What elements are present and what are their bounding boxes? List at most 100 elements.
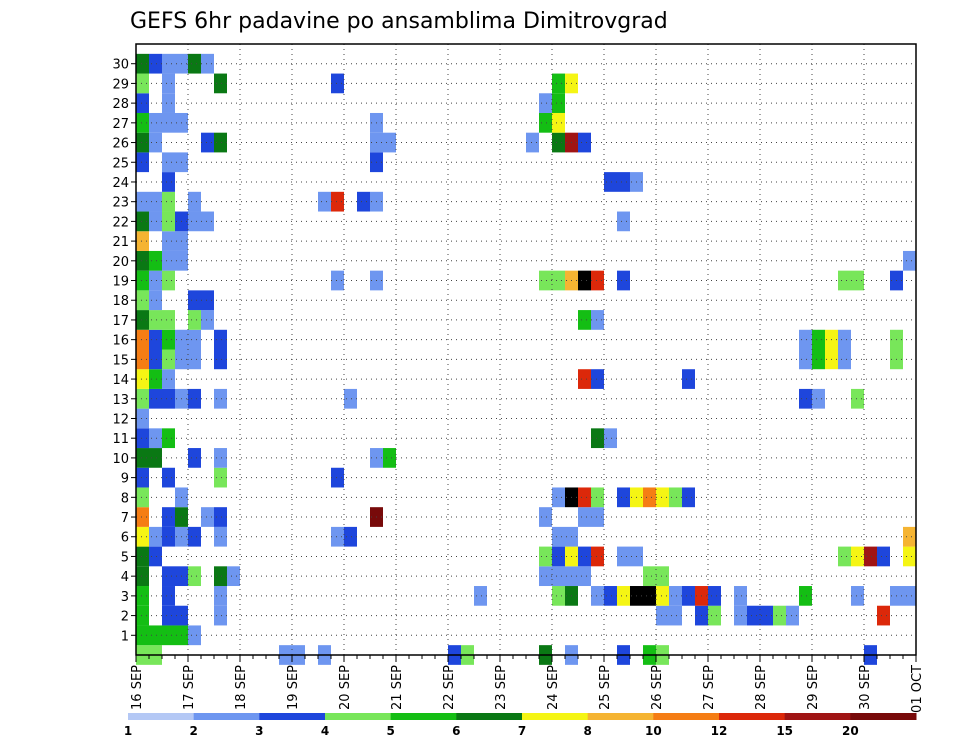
precip-cell <box>188 310 201 330</box>
y-tick-label: 22 <box>112 215 129 230</box>
y-tick-label: 17 <box>112 314 129 329</box>
x-tick-label: 23 SEP <box>494 665 509 710</box>
x-tick-label: 16 SEP <box>130 665 145 710</box>
colorbar-label: 10 <box>645 724 662 738</box>
precip-cell <box>162 310 175 330</box>
precip-cell <box>149 191 162 212</box>
x-tick-label: 26 SEP <box>650 665 665 710</box>
precip-cell <box>539 93 552 113</box>
precip-cell <box>162 605 175 626</box>
precip-cell <box>136 566 149 587</box>
precip-cell <box>604 586 617 606</box>
y-tick-label: 15 <box>112 353 129 368</box>
precip-cell <box>318 191 331 212</box>
precip-cell <box>162 172 175 192</box>
precip-cell <box>838 349 851 370</box>
precip-cell <box>643 566 656 587</box>
precip-cell <box>799 329 812 350</box>
precip-cell <box>188 290 201 311</box>
precip-cell <box>227 566 240 587</box>
precip-cell <box>552 270 565 291</box>
y-tick-label: 19 <box>112 275 129 290</box>
y-tick-label: 23 <box>112 196 129 211</box>
precip-cell <box>214 349 227 370</box>
precip-cell <box>669 586 682 606</box>
y-tick-label: 12 <box>112 412 129 427</box>
precip-cell <box>214 73 227 94</box>
colorbar-segment <box>193 713 260 720</box>
precip-cell <box>591 270 604 291</box>
x-tick-label: 21 SEP <box>390 665 405 710</box>
precip-cell <box>383 132 396 153</box>
precip-cell <box>136 605 149 626</box>
precip-cell <box>578 310 591 330</box>
precip-cell <box>162 349 175 370</box>
y-tick-label: 13 <box>112 393 129 408</box>
precip-cell <box>149 211 162 232</box>
precip-cell <box>162 53 175 74</box>
colorbar-label: 4 <box>321 724 329 738</box>
precip-cell <box>136 388 149 409</box>
precip-cell <box>162 388 175 409</box>
colorbar-segment <box>850 713 917 720</box>
precip-cell <box>162 586 175 606</box>
y-tick-label: 20 <box>112 255 129 270</box>
precip-cell <box>162 467 175 488</box>
precip-cell <box>552 132 565 153</box>
precip-cell <box>214 566 227 587</box>
precip-cell <box>539 270 552 291</box>
precip-cell <box>162 93 175 113</box>
colorbar-segment <box>719 713 786 720</box>
precip-cell <box>201 507 214 527</box>
colorbar-segment <box>784 713 851 720</box>
precip-cell <box>136 546 149 567</box>
precip-cell <box>162 250 175 271</box>
precip-cell <box>526 132 539 153</box>
precipitation-cells <box>136 53 916 665</box>
precip-cell <box>214 526 227 547</box>
precip-cell <box>539 507 552 527</box>
x-tick-label: 20 SEP <box>338 665 353 710</box>
precip-cell <box>656 605 669 626</box>
precip-cell <box>149 270 162 291</box>
precip-cell <box>643 586 656 606</box>
precip-cell <box>604 428 617 449</box>
precip-cell <box>773 605 786 626</box>
precip-cell <box>136 586 149 606</box>
precip-cell <box>552 73 565 94</box>
colorbar-label: 2 <box>189 724 197 738</box>
x-tick-label: 25 SEP <box>598 665 613 710</box>
precip-cell <box>864 546 877 567</box>
precip-cell <box>149 132 162 153</box>
y-tick-label: 27 <box>112 117 129 132</box>
precip-cell <box>383 448 396 468</box>
colorbar-label: 1 <box>124 724 132 738</box>
y-tick-label: 28 <box>112 97 129 112</box>
precip-cell <box>201 290 214 311</box>
precip-cell <box>617 487 630 508</box>
precip-cell <box>591 586 604 606</box>
precip-cell <box>162 369 175 389</box>
precip-cell <box>682 369 695 389</box>
y-tick-label: 30 <box>112 58 129 73</box>
precip-cell <box>162 211 175 232</box>
precip-cell <box>214 605 227 626</box>
colorbar-segment <box>653 713 720 720</box>
precip-cell <box>214 448 227 468</box>
y-tick-label: 10 <box>112 452 129 467</box>
x-tick-label: 22 SEP <box>442 665 457 710</box>
precip-cell <box>149 448 162 468</box>
precip-cell <box>552 112 565 133</box>
precip-cell <box>136 53 149 74</box>
y-tick-label: 9 <box>121 472 129 487</box>
precip-cell <box>851 586 864 606</box>
precip-cell <box>604 172 617 192</box>
precip-cell <box>149 526 162 547</box>
precip-cell <box>838 270 851 291</box>
precip-cell <box>331 467 344 488</box>
y-tick-label: 29 <box>112 77 129 92</box>
precip-cell <box>552 93 565 113</box>
precip-cell <box>188 191 201 212</box>
y-tick-label: 4 <box>121 570 129 585</box>
x-axis: 16 SEP 17 SEP 18 SEP 19 SEP 20 SEP 21 SEP 22 S… <box>130 655 925 713</box>
